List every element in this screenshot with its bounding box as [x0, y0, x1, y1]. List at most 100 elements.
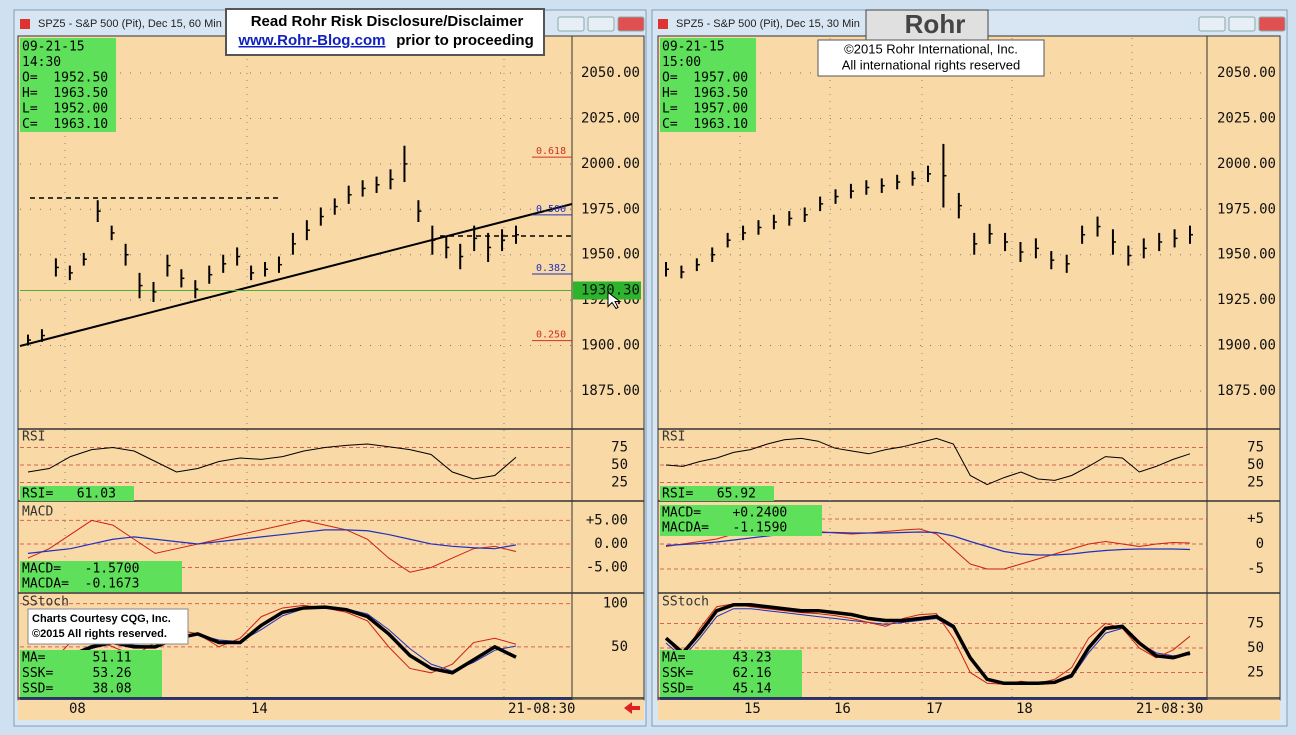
info-box — [20, 38, 116, 132]
info-box — [660, 38, 756, 132]
y-tick-label: 1900.00 — [581, 338, 640, 354]
maximize-button[interactable] — [1228, 16, 1256, 32]
close-button[interactable] — [617, 16, 645, 32]
y-tick-label: 1925.00 — [1217, 292, 1276, 308]
copyright-line: ©2015 Rohr International, Inc. — [844, 41, 1018, 56]
y-tick-label: 25 — [1247, 664, 1264, 680]
info-line: 09-21-15 — [22, 40, 85, 55]
x-tick-label: 21-08:30 — [508, 701, 575, 717]
readout: MACD= -1.5700 — [22, 562, 139, 577]
scroll-arrow[interactable] — [624, 702, 640, 714]
window-icon — [658, 19, 668, 29]
info-line: 15:00 — [662, 55, 701, 70]
close-button[interactable] — [1258, 16, 1286, 32]
y-tick-label: 1875.00 — [1217, 383, 1276, 399]
disclaimer-link[interactable]: www.Rohr-Blog.com — [238, 32, 386, 49]
readout-box — [660, 486, 774, 501]
disclaimer-line: Read Rohr Risk Disclosure/Disclaimer — [251, 13, 524, 30]
y-tick-label: 50 — [1247, 640, 1264, 656]
readout: SSD= 38.08 — [22, 682, 132, 697]
x-tick-label: 21-08:30 — [1136, 701, 1203, 717]
y-tick-label: 50 — [611, 457, 628, 473]
y-tick-label: -5.00 — [586, 560, 628, 576]
y-tick-label: 1975.00 — [581, 201, 640, 217]
readout-box — [20, 486, 134, 501]
y-tick-label: 2025.00 — [581, 110, 640, 126]
indicator-line — [664, 603, 1191, 686]
x-axis-strip — [658, 700, 1280, 720]
cursor — [607, 291, 622, 310]
maximize-button[interactable] — [587, 16, 615, 32]
copyright-line: All international rights reserved — [842, 57, 1020, 72]
y-tick-label: 75 — [1247, 615, 1264, 631]
y-tick-label: 1875.00 — [581, 383, 640, 399]
readout: MA= 43.23 — [662, 651, 772, 666]
pane-name: RSI — [662, 430, 685, 445]
readout-box — [20, 650, 162, 697]
readout: SSK= 53.26 — [22, 666, 132, 681]
x-tick-label: 16 — [834, 701, 851, 717]
pane-name: SStoch — [662, 595, 709, 610]
courtesy-line: Charts Courtesy CQG, Inc. — [32, 613, 171, 625]
courtesy-line: ©2015 All rights reserved. — [32, 628, 167, 640]
minimize-button[interactable] — [1198, 16, 1226, 32]
info-line: 14:30 — [22, 55, 61, 70]
x-tick-label: 15 — [744, 701, 761, 717]
window-title: SPZ5 - S&P 500 (Pit), Dec 15, 60 Min — [38, 18, 222, 30]
readout: RSI= 61.03 — [22, 487, 116, 502]
logo: Rohr — [905, 9, 966, 39]
info-line: O= 1952.50 — [22, 71, 108, 86]
minimize-button[interactable] — [557, 16, 585, 32]
info-line: C= 1963.10 — [22, 117, 108, 132]
y-tick-label: 75 — [611, 440, 628, 456]
disclaimer-line: prior to proceeding — [396, 32, 534, 49]
fib-label: 0.500 — [536, 204, 566, 215]
info-line: L= 1952.00 — [22, 102, 108, 117]
y-tick-label: 1950.00 — [581, 247, 640, 263]
y-tick-label: 100 — [603, 596, 628, 612]
readout: MACDA= -0.1673 — [22, 577, 139, 592]
y-tick-label: 1975.00 — [1217, 201, 1276, 217]
y-tick-label: 0.00 — [594, 536, 628, 552]
indicator-line — [27, 443, 517, 480]
readout-box — [20, 561, 182, 592]
logo-box — [865, 9, 989, 41]
y-tick-label: +5.00 — [586, 512, 628, 528]
indicator-line — [665, 603, 1191, 685]
y-tick-label: 2000.00 — [581, 156, 640, 172]
y-tick-label: 25 — [1247, 475, 1264, 491]
readout: SSK= 62.16 — [662, 666, 772, 681]
y-tick-label: -5 — [1247, 561, 1264, 577]
readout: RSI= 65.92 — [662, 487, 756, 502]
fib-label: 0.618 — [536, 146, 566, 157]
readout-box — [660, 505, 822, 536]
readout: MACD= +0.2400 — [662, 506, 787, 521]
fib-label: 0.382 — [536, 263, 566, 274]
y-tick-label: 2025.00 — [1217, 110, 1276, 126]
pane-name: MACD — [22, 505, 53, 520]
info-line: O= 1957.00 — [662, 71, 748, 86]
x-axis-strip — [18, 700, 644, 720]
x-tick-label: 08 — [69, 701, 86, 717]
fib-label: 0.250 — [536, 330, 566, 341]
x-tick-label: 17 — [926, 701, 943, 717]
chart-area — [17, 35, 645, 701]
last-price-label: 1930.30 — [581, 282, 640, 298]
chart-area — [657, 35, 1281, 701]
courtesy-box — [27, 608, 189, 645]
disclaimer-box — [225, 8, 545, 56]
trendline — [19, 203, 573, 347]
y-tick-label: 50 — [611, 639, 628, 655]
indicator-line — [665, 531, 1191, 556]
y-tick-label: 2050.00 — [581, 65, 640, 81]
readout-box — [660, 650, 802, 697]
pane-name: RSI — [22, 430, 45, 445]
last-price-box — [573, 281, 641, 300]
info-line: L= 1957.00 — [662, 102, 748, 117]
y-tick-label: 2050.00 — [1217, 65, 1276, 81]
y-tick-label: 0 — [1256, 536, 1264, 552]
info-line: H= 1963.50 — [662, 86, 748, 101]
indicator-line — [665, 608, 1191, 684]
info-line: C= 1963.10 — [662, 117, 748, 132]
